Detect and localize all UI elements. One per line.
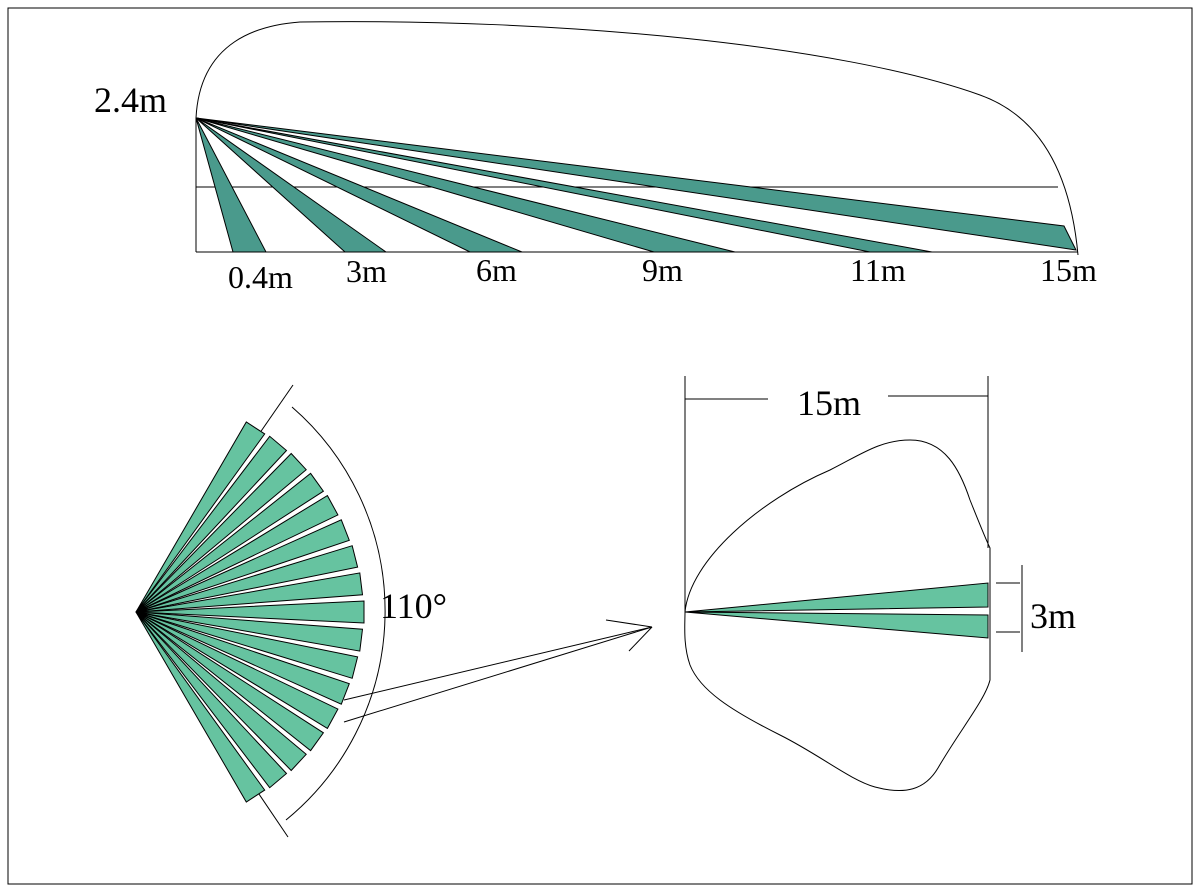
fan-zone-10 — [135, 611, 359, 679]
distance-label-1: 3m — [346, 253, 387, 289]
side-view-outline — [195, 21, 1079, 256]
detail-coverage-outline — [684, 439, 991, 792]
distance-label-0: 0.4m — [228, 259, 293, 295]
angle-label: 110° — [380, 586, 447, 626]
fan-zone-3 — [135, 472, 325, 613]
fan-zone-5 — [135, 519, 350, 613]
distance-label-4: 11m — [850, 252, 906, 288]
side-zone-3 — [195, 117, 736, 253]
top-view: 110° — [135, 384, 447, 838]
side-zone-1 — [195, 117, 388, 253]
detail-view: 15m 3m — [684, 376, 1076, 792]
width-label: 3m — [1030, 596, 1076, 636]
fan-zone-4 — [135, 494, 339, 613]
side-zone-5 — [195, 117, 1077, 251]
fan-zone-8 — [135, 600, 365, 624]
fan-zone-0 — [135, 421, 266, 613]
top-view-zones — [135, 421, 365, 803]
side-zone-2 — [195, 117, 523, 253]
side-view-zones — [195, 117, 1077, 253]
fan-zone-9 — [135, 611, 364, 652]
fan-arc — [285, 406, 386, 821]
fan-zone-2 — [135, 452, 307, 613]
page-frame — [7, 7, 1193, 885]
range-label: 15m — [797, 383, 861, 423]
fan-zone-14 — [135, 611, 307, 772]
side-view: 2.4m 0.4m 3m 6m 9m 11m 15m — [94, 21, 1097, 295]
distance-label-2: 6m — [476, 252, 517, 288]
fan-zone-16 — [135, 611, 266, 803]
connector-arrow — [343, 619, 653, 723]
fan-zone-12 — [135, 611, 339, 730]
fan-zone-15 — [135, 611, 288, 789]
fan-zone-7 — [135, 572, 364, 613]
fan-zone-13 — [135, 611, 325, 752]
side-zone-4 — [195, 117, 933, 253]
distance-label-5: 15m — [1040, 252, 1097, 288]
fan-zone-6 — [135, 545, 359, 613]
distance-label-3: 9m — [642, 252, 683, 288]
fan-zone-1 — [135, 435, 288, 613]
mount-height-label: 2.4m — [94, 80, 167, 120]
detail-zone-lower — [684, 611, 989, 639]
side-zone-0 — [195, 117, 267, 253]
fan-zone-11 — [135, 611, 350, 705]
detail-zone-upper — [684, 582, 989, 613]
